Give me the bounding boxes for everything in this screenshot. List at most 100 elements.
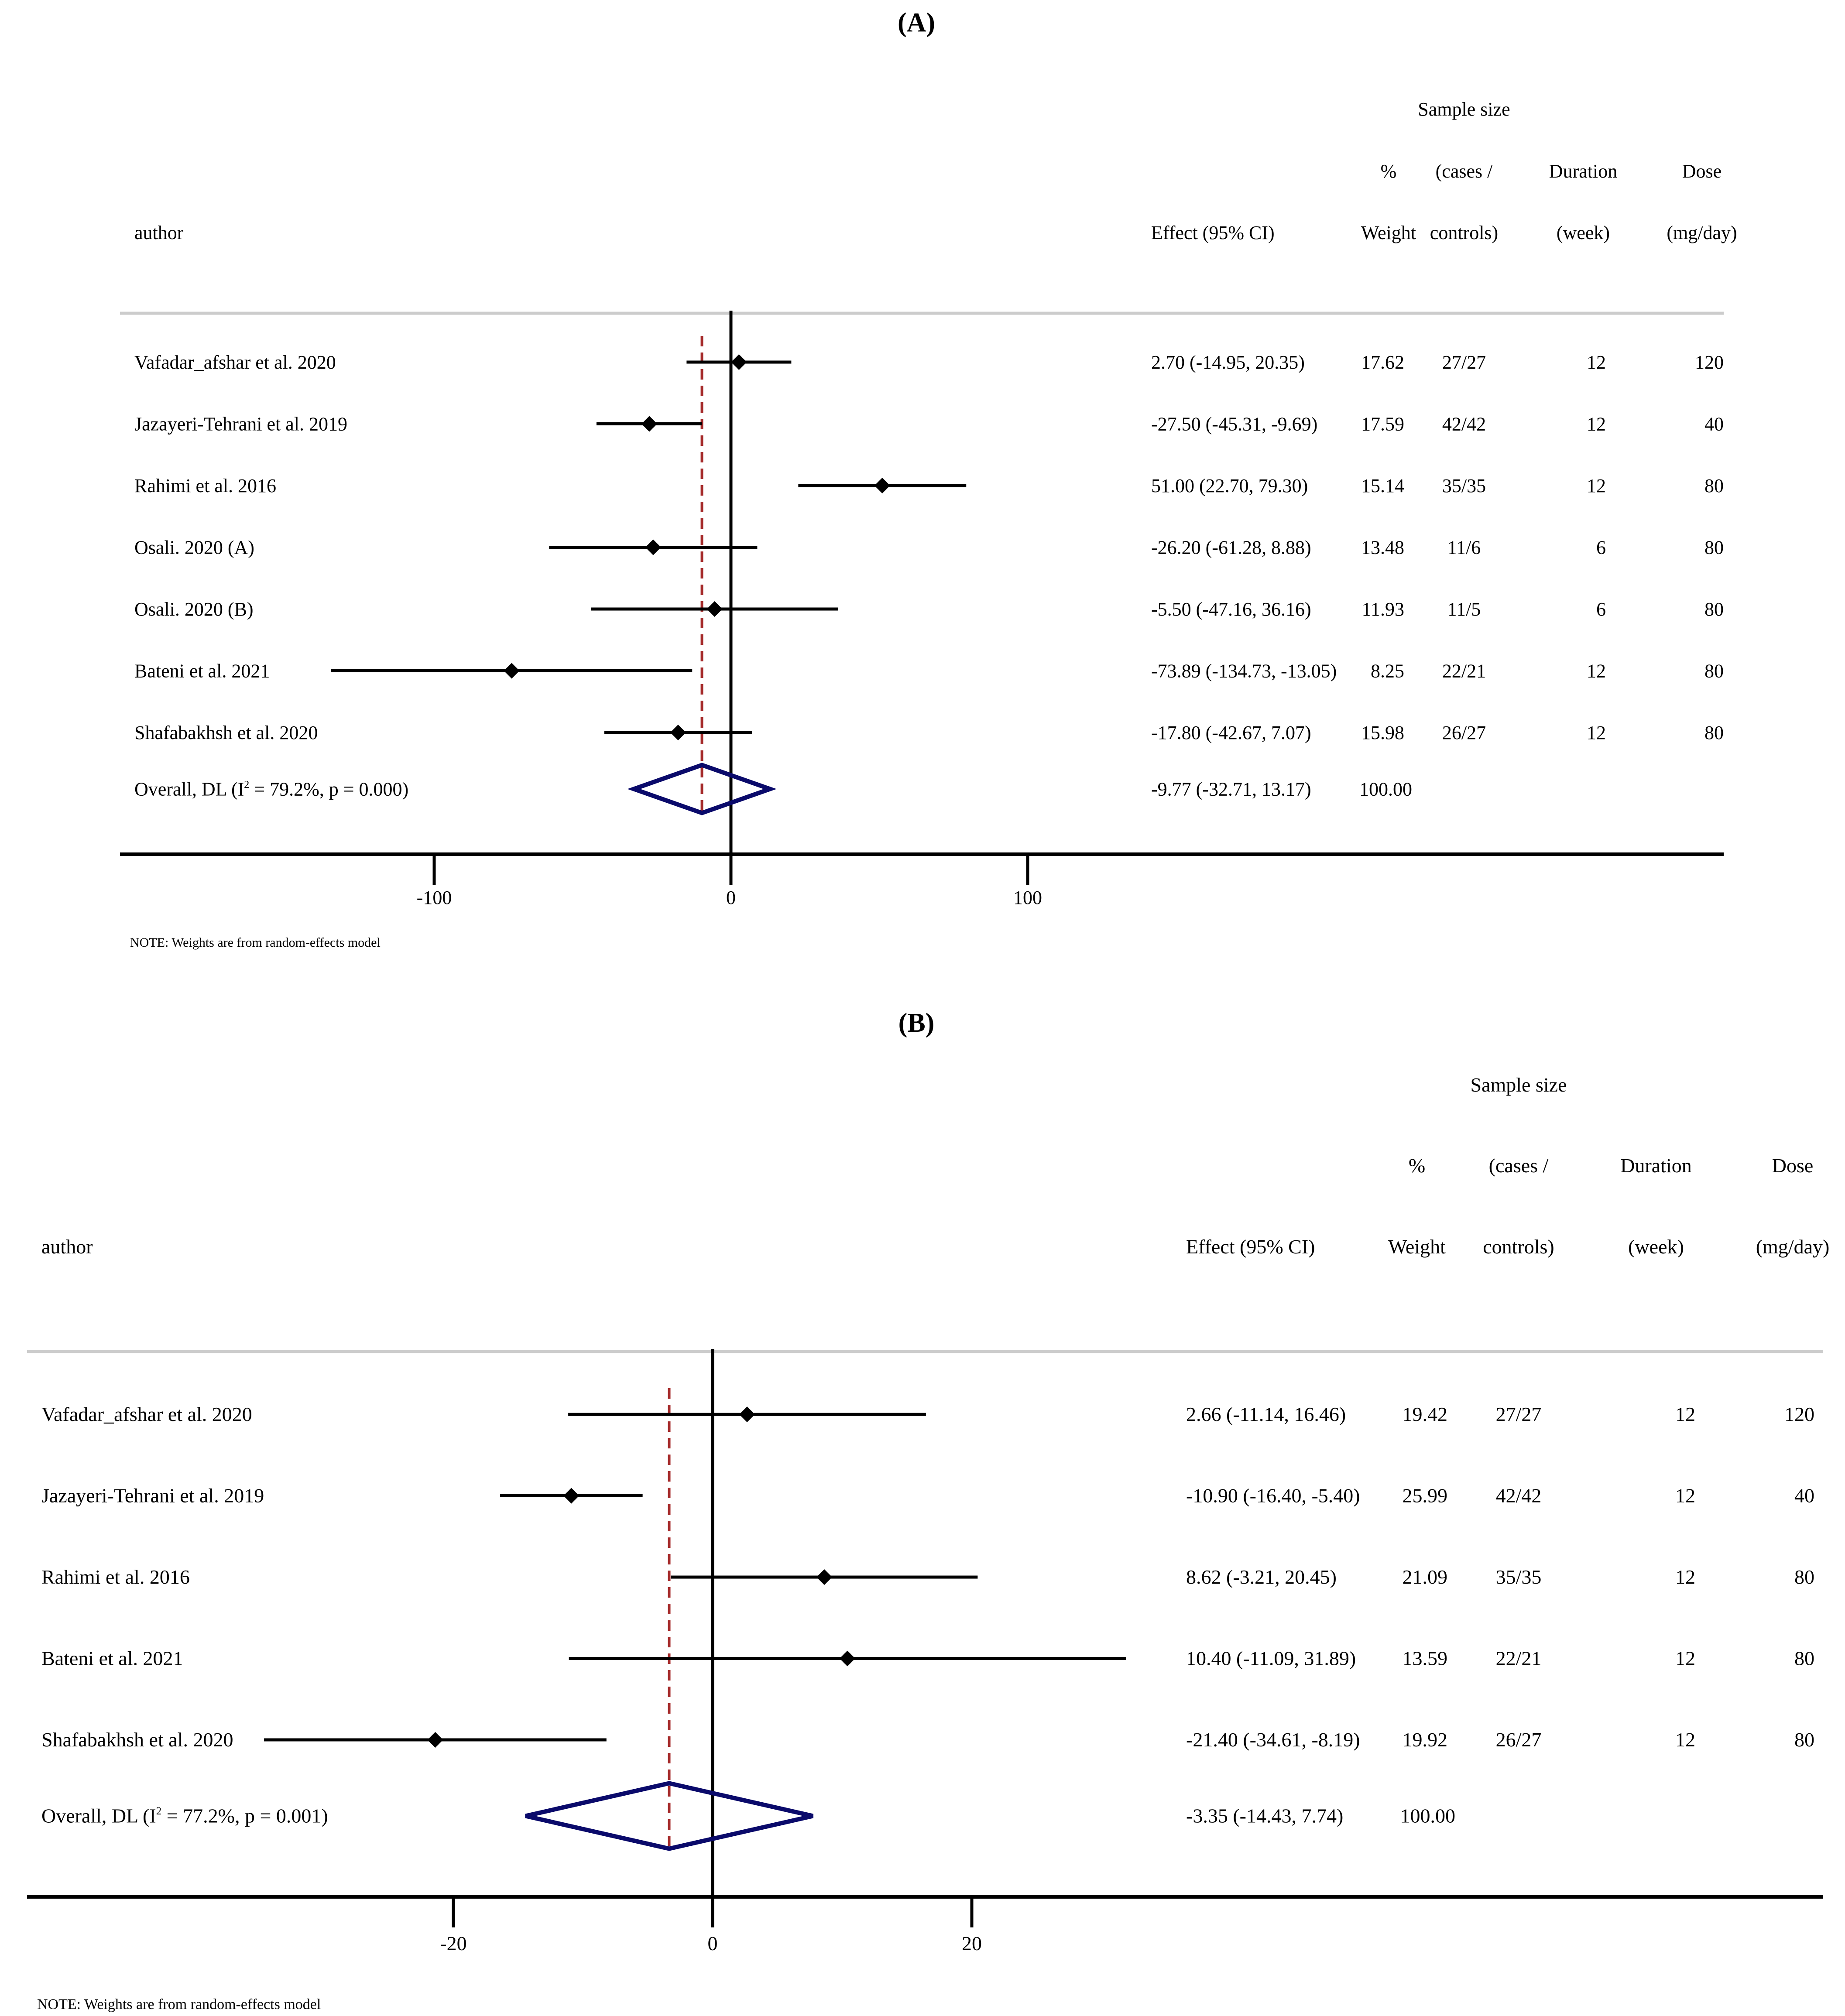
study-author: Vafadar_afshar et al. 2020 [41,1403,252,1425]
header-author: author [41,1236,93,1258]
effect-point [839,1650,855,1667]
study-author: Bateni et al. 2021 [134,661,270,682]
effect-point [816,1569,833,1585]
study-duration: 12 [1675,1485,1695,1507]
study-duration: 12 [1675,1566,1695,1588]
header-weight: Weight [1388,1236,1446,1258]
study-sample-size: 22/21 [1496,1647,1542,1670]
study-dose: 80 [1704,661,1724,682]
header-week: (week) [1628,1236,1684,1258]
study-duration: 12 [1675,1728,1695,1751]
forest-panel-a: (A) Sample size% (cases / Duration Dose autho… [120,8,1737,950]
effect-point [563,1488,580,1504]
study-author: Osali. 2020 (B) [134,599,254,620]
study-author: Rahimi et al. 2016 [41,1566,190,1588]
study-author: Jazayeri-Tehrani et al. 2019 [41,1485,264,1507]
study-weight: 25.99 [1403,1485,1448,1507]
overall-label: Overall, DL (I2 = 79.2%, p = 0.000) [134,779,408,800]
effect-point [706,601,723,617]
study-sample-size: 42/42 [1442,414,1486,435]
header-dose: Dose [1772,1154,1814,1177]
study-effect-ci: -5.50 (-47.16, 36.16) [1151,599,1311,620]
study-dose: 80 [1794,1647,1814,1670]
study-weight: 13.48 [1361,537,1404,558]
header-controls: controls) [1430,222,1498,243]
header-weight: Weight [1361,222,1416,243]
overall-label: Overall, DL (I2 = 77.2%, p = 0.001) [41,1805,328,1827]
effect-point [670,725,686,740]
study-dose: 80 [1704,475,1724,496]
study-sample-size: 35/35 [1442,475,1486,496]
study-dose: 40 [1704,414,1724,435]
study-effect-ci: -26.20 (-61.28, 8.88) [1151,537,1311,558]
header-percent: % [1409,1154,1425,1177]
study-weight: 17.59 [1361,414,1404,435]
study-weight: 19.92 [1403,1728,1448,1751]
study-duration: 12 [1587,722,1606,743]
overall-weight: 100.00 [1359,779,1412,800]
weights-note: NOTE: Weights are from random-effects mo… [37,1996,321,2013]
study-weight: 17.62 [1361,352,1404,373]
study-sample-size: 26/27 [1442,722,1486,743]
study-duration: 12 [1675,1647,1695,1670]
study-author: Shafabakhsh et al. 2020 [41,1728,233,1751]
study-sample-size: 11/6 [1447,537,1481,558]
header-cases: (cases / [1436,161,1493,182]
study-dose: 80 [1794,1728,1814,1751]
overall-effect-ci: -3.35 (-14.43, 7.74) [1186,1805,1343,1827]
study-effect-ci: 51.00 (22.70, 79.30) [1151,475,1308,496]
study-dose: 80 [1794,1566,1814,1588]
study-duration: 12 [1587,414,1606,435]
study-weight: 8.25 [1371,661,1404,682]
study-author: Bateni et al. 2021 [41,1647,183,1670]
study-dose: 80 [1704,722,1724,743]
study-duration: 6 [1596,599,1606,620]
study-sample-size: 35/35 [1496,1566,1542,1588]
study-effect-ci: 2.70 (-14.95, 20.35) [1151,352,1305,373]
study-duration: 12 [1675,1403,1695,1425]
study-duration: 6 [1596,537,1606,558]
header-week: (week) [1557,222,1610,243]
weights-note: NOTE: Weights are from random-effects mo… [130,935,381,950]
header-sample-size: Sample size [1471,1074,1567,1096]
study-weight: 21.09 [1403,1566,1448,1588]
x-tick-label: 0 [726,887,736,908]
effect-point [731,354,747,370]
header-cases: (cases / [1489,1154,1549,1177]
study-sample-size: 11/5 [1447,599,1481,620]
study-duration: 12 [1587,475,1606,496]
study-dose: 120 [1695,352,1724,373]
study-weight: 19.42 [1403,1403,1448,1425]
study-weight: 13.59 [1403,1647,1448,1670]
study-effect-ci: -21.40 (-34.61, -8.19) [1186,1728,1360,1751]
effect-point [504,663,520,679]
study-weight: 15.14 [1361,475,1404,496]
effect-point [874,478,890,493]
study-effect-ci: -10.90 (-16.40, -5.40) [1186,1485,1360,1507]
study-author: Jazayeri-Tehrani et al. 2019 [134,414,347,435]
study-author: Rahimi et al. 2016 [134,475,276,496]
study-sample-size: 42/42 [1496,1485,1542,1507]
study-dose: 80 [1704,537,1724,558]
forest-panel-b: (B) Sample size% (cases / Duration Dose autho… [27,1008,1829,2013]
study-weight: 15.98 [1361,722,1404,743]
study-author: Shafabakhsh et al. 2020 [134,722,318,743]
effect-point [739,1407,755,1422]
effect-point [427,1732,443,1748]
header-percent: % [1381,161,1397,182]
panel-title: (B) [898,1008,935,1038]
study-duration: 12 [1587,661,1606,682]
study-effect-ci: 2.66 (-11.14, 16.46) [1186,1403,1346,1425]
header-effect-ci: Effect (95% CI) [1186,1236,1315,1258]
study-effect-ci: 8.62 (-3.21, 20.45) [1186,1566,1337,1588]
header-controls: controls) [1483,1236,1554,1258]
header-duration: Duration [1549,161,1617,182]
x-tick-label: -20 [440,1932,466,1954]
study-author: Osali. 2020 (A) [134,537,254,558]
study-weight: 11.93 [1362,599,1404,620]
effect-point [645,539,661,555]
study-duration: 12 [1587,352,1606,373]
overall-diamond [525,1781,813,1851]
study-effect-ci: 10.40 (-11.09, 31.89) [1186,1647,1356,1670]
